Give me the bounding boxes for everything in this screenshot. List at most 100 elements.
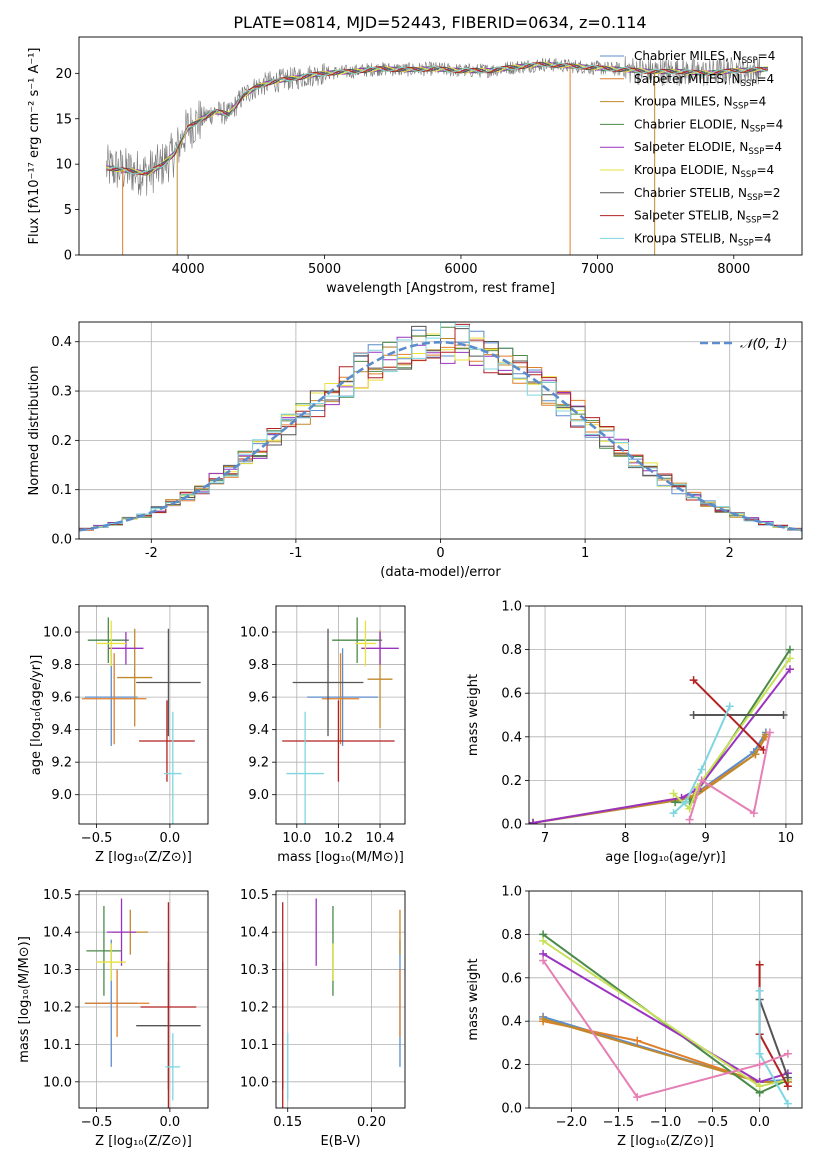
mass-weight-marker: [697, 776, 706, 785]
y-tick-label: 10.2: [240, 1000, 269, 1015]
plot-area: [79, 606, 208, 824]
legend-entry-name: Chabrier ELODIE, N: [634, 117, 750, 131]
legend-entry: Chabrier MILES, NSSP=4: [634, 49, 775, 66]
mass-weight-marker: [539, 956, 548, 965]
x-tick-label: −2.0: [556, 1115, 588, 1130]
panel-mass_weight_vs_Z: −2.0 −1.5 −1.0 −0.5 0.0 0.0 0.2 0.4 0.6 0.8 1.0 Z […: [466, 885, 803, 1149]
y-tick-label: 9.8: [51, 658, 72, 673]
x-tick-label: 2: [726, 546, 734, 561]
legend-entry-suffix: =4: [756, 72, 774, 86]
plot-area: [529, 891, 802, 1108]
mass-weight-marker: [633, 1093, 642, 1102]
x-tick-label: 0: [436, 546, 444, 561]
mass-weight-marker: [669, 789, 678, 798]
y-tick-label: 0.1: [51, 483, 72, 498]
y-tick-label: 10.5: [43, 888, 72, 903]
y-tick-label: 0: [64, 249, 72, 264]
legend-entry-suffix: =2: [763, 186, 781, 200]
x-tick-label: 8000: [717, 262, 750, 277]
y-tick-label: 0.0: [501, 818, 522, 833]
x-tick-label: 10: [778, 831, 795, 846]
legend-entry: Kroupa STELIB, NSSP=4: [634, 231, 772, 248]
x-tick-label: 7: [541, 831, 549, 846]
legend-entry-sub: SSP: [741, 79, 757, 89]
plot-frame: [78, 36, 803, 256]
legend-entry-name: Kroupa ELODIE, N: [634, 163, 741, 177]
y-tick-label: 0.6: [501, 971, 522, 986]
mass-weight-line: [532, 736, 767, 824]
mass-weight-line: [688, 732, 771, 820]
mass-weight-marker: [697, 765, 706, 774]
y-tick-label: 1.0: [501, 600, 522, 615]
x-tick-label: −0.5: [81, 831, 113, 846]
page-title: PLATE=0814, MJD=52443, FIBERID=0634, z=0…: [233, 13, 646, 32]
x-tick-label: 10.2: [324, 831, 353, 846]
y-tick-label: 10.5: [240, 888, 269, 903]
mass-weight-marker: [689, 711, 698, 719]
y-tick-label: 0.8: [501, 643, 522, 658]
mass-weight-marker: [755, 1060, 764, 1069]
y-tick-label: 0.0: [501, 1102, 522, 1117]
model-spectrum-line: [106, 61, 768, 176]
y-tick-label: 1.0: [501, 885, 522, 900]
x-tick-label: 8: [621, 831, 629, 846]
y-tick-label: 0.4: [501, 1015, 522, 1030]
y-tick-label: 10.0: [240, 1075, 269, 1090]
x-tick-label: −0.5: [81, 1115, 113, 1130]
legend-entry: Chabrier STELIB, NSSP=2: [634, 186, 781, 203]
panel-age_vs_Z: −0.5 0.0 9.0 9.2 9.4 9.6 9.8 10.0 Z [log₁₀(Z/Z⊙)…: [29, 605, 209, 865]
mass-weight-marker: [785, 645, 794, 654]
mass-weight-line: [532, 668, 791, 824]
x-tick-label: 10.4: [366, 831, 395, 846]
y-tick-label: 0.6: [501, 687, 522, 702]
mass-weight-line: [542, 959, 789, 1099]
legend-entry: Chabrier ELODIE, NSSP=4: [634, 117, 783, 134]
y-tick-label: 0.0: [51, 533, 72, 548]
legend-entry-suffix: =2: [762, 209, 780, 223]
legend-entry: Salpeter MILES, NSSP=4: [634, 72, 774, 89]
legend-entry: Salpeter STELIB, NSSP=2: [634, 209, 779, 226]
y-tick-label: 9.0: [248, 788, 269, 803]
legend-entry-name: Salpeter MILES, N: [634, 72, 741, 86]
y-tick-label: 10.3: [43, 963, 72, 978]
y-tick-label: 9.6: [248, 691, 269, 706]
mass-weight-marker: [755, 986, 764, 995]
mass-weight-marker: [755, 1049, 764, 1058]
legend-entry: Salpeter ELODIE, NSSP=4: [634, 140, 782, 157]
legend-entry-name: Salpeter ELODIE, N: [634, 140, 748, 154]
legend-entry: 𝒩(0, 1): [740, 337, 787, 352]
model-spectrum-line: [106, 62, 768, 175]
y-tick-label: 9.0: [51, 788, 72, 803]
y-tick-label: 9.2: [51, 756, 72, 771]
y-tick-label: 10.0: [240, 626, 269, 641]
y-axis-label: mass weight: [466, 674, 481, 756]
mass-weight-marker: [783, 1049, 792, 1058]
plot-area: [106, 55, 769, 255]
y-axis-label: age [log₁₀(age/yr)]: [29, 655, 44, 776]
mass-weight-marker: [681, 798, 690, 807]
plot-frame: [528, 890, 803, 1109]
y-tick-label: 20: [55, 67, 72, 82]
x-tick-label: 0.0: [160, 1115, 181, 1130]
legend-entry-suffix: =4: [749, 95, 767, 109]
mass-weight-marker: [689, 676, 698, 685]
mass-weight-marker: [779, 711, 788, 719]
x-axis-label: wavelength [Angstrom, rest frame]: [326, 281, 555, 296]
y-tick-label: 0.3: [51, 385, 72, 400]
x-tick-label: 0.0: [160, 831, 181, 846]
legend-entry-sub: SSP: [742, 56, 758, 66]
legend-entry-sub: SSP: [747, 193, 763, 203]
y-axis-label: mass weight: [466, 958, 481, 1040]
legend-entry-suffix: =4: [754, 231, 772, 245]
y-tick-label: 10.4: [240, 926, 269, 941]
y-tick-label: 15: [55, 112, 72, 127]
mass-weight-line: [672, 705, 731, 814]
y-axis-label: Normed distribution: [27, 366, 42, 496]
legend-entry-name: Kroupa STELIB, N: [634, 231, 738, 245]
y-tick-label: 5: [64, 203, 72, 218]
x-tick-label: −1.5: [603, 1115, 635, 1130]
mass-weight-line: [692, 679, 765, 751]
y-tick-label: 9.4: [51, 723, 72, 738]
x-tick-label: −0.5: [697, 1115, 729, 1130]
